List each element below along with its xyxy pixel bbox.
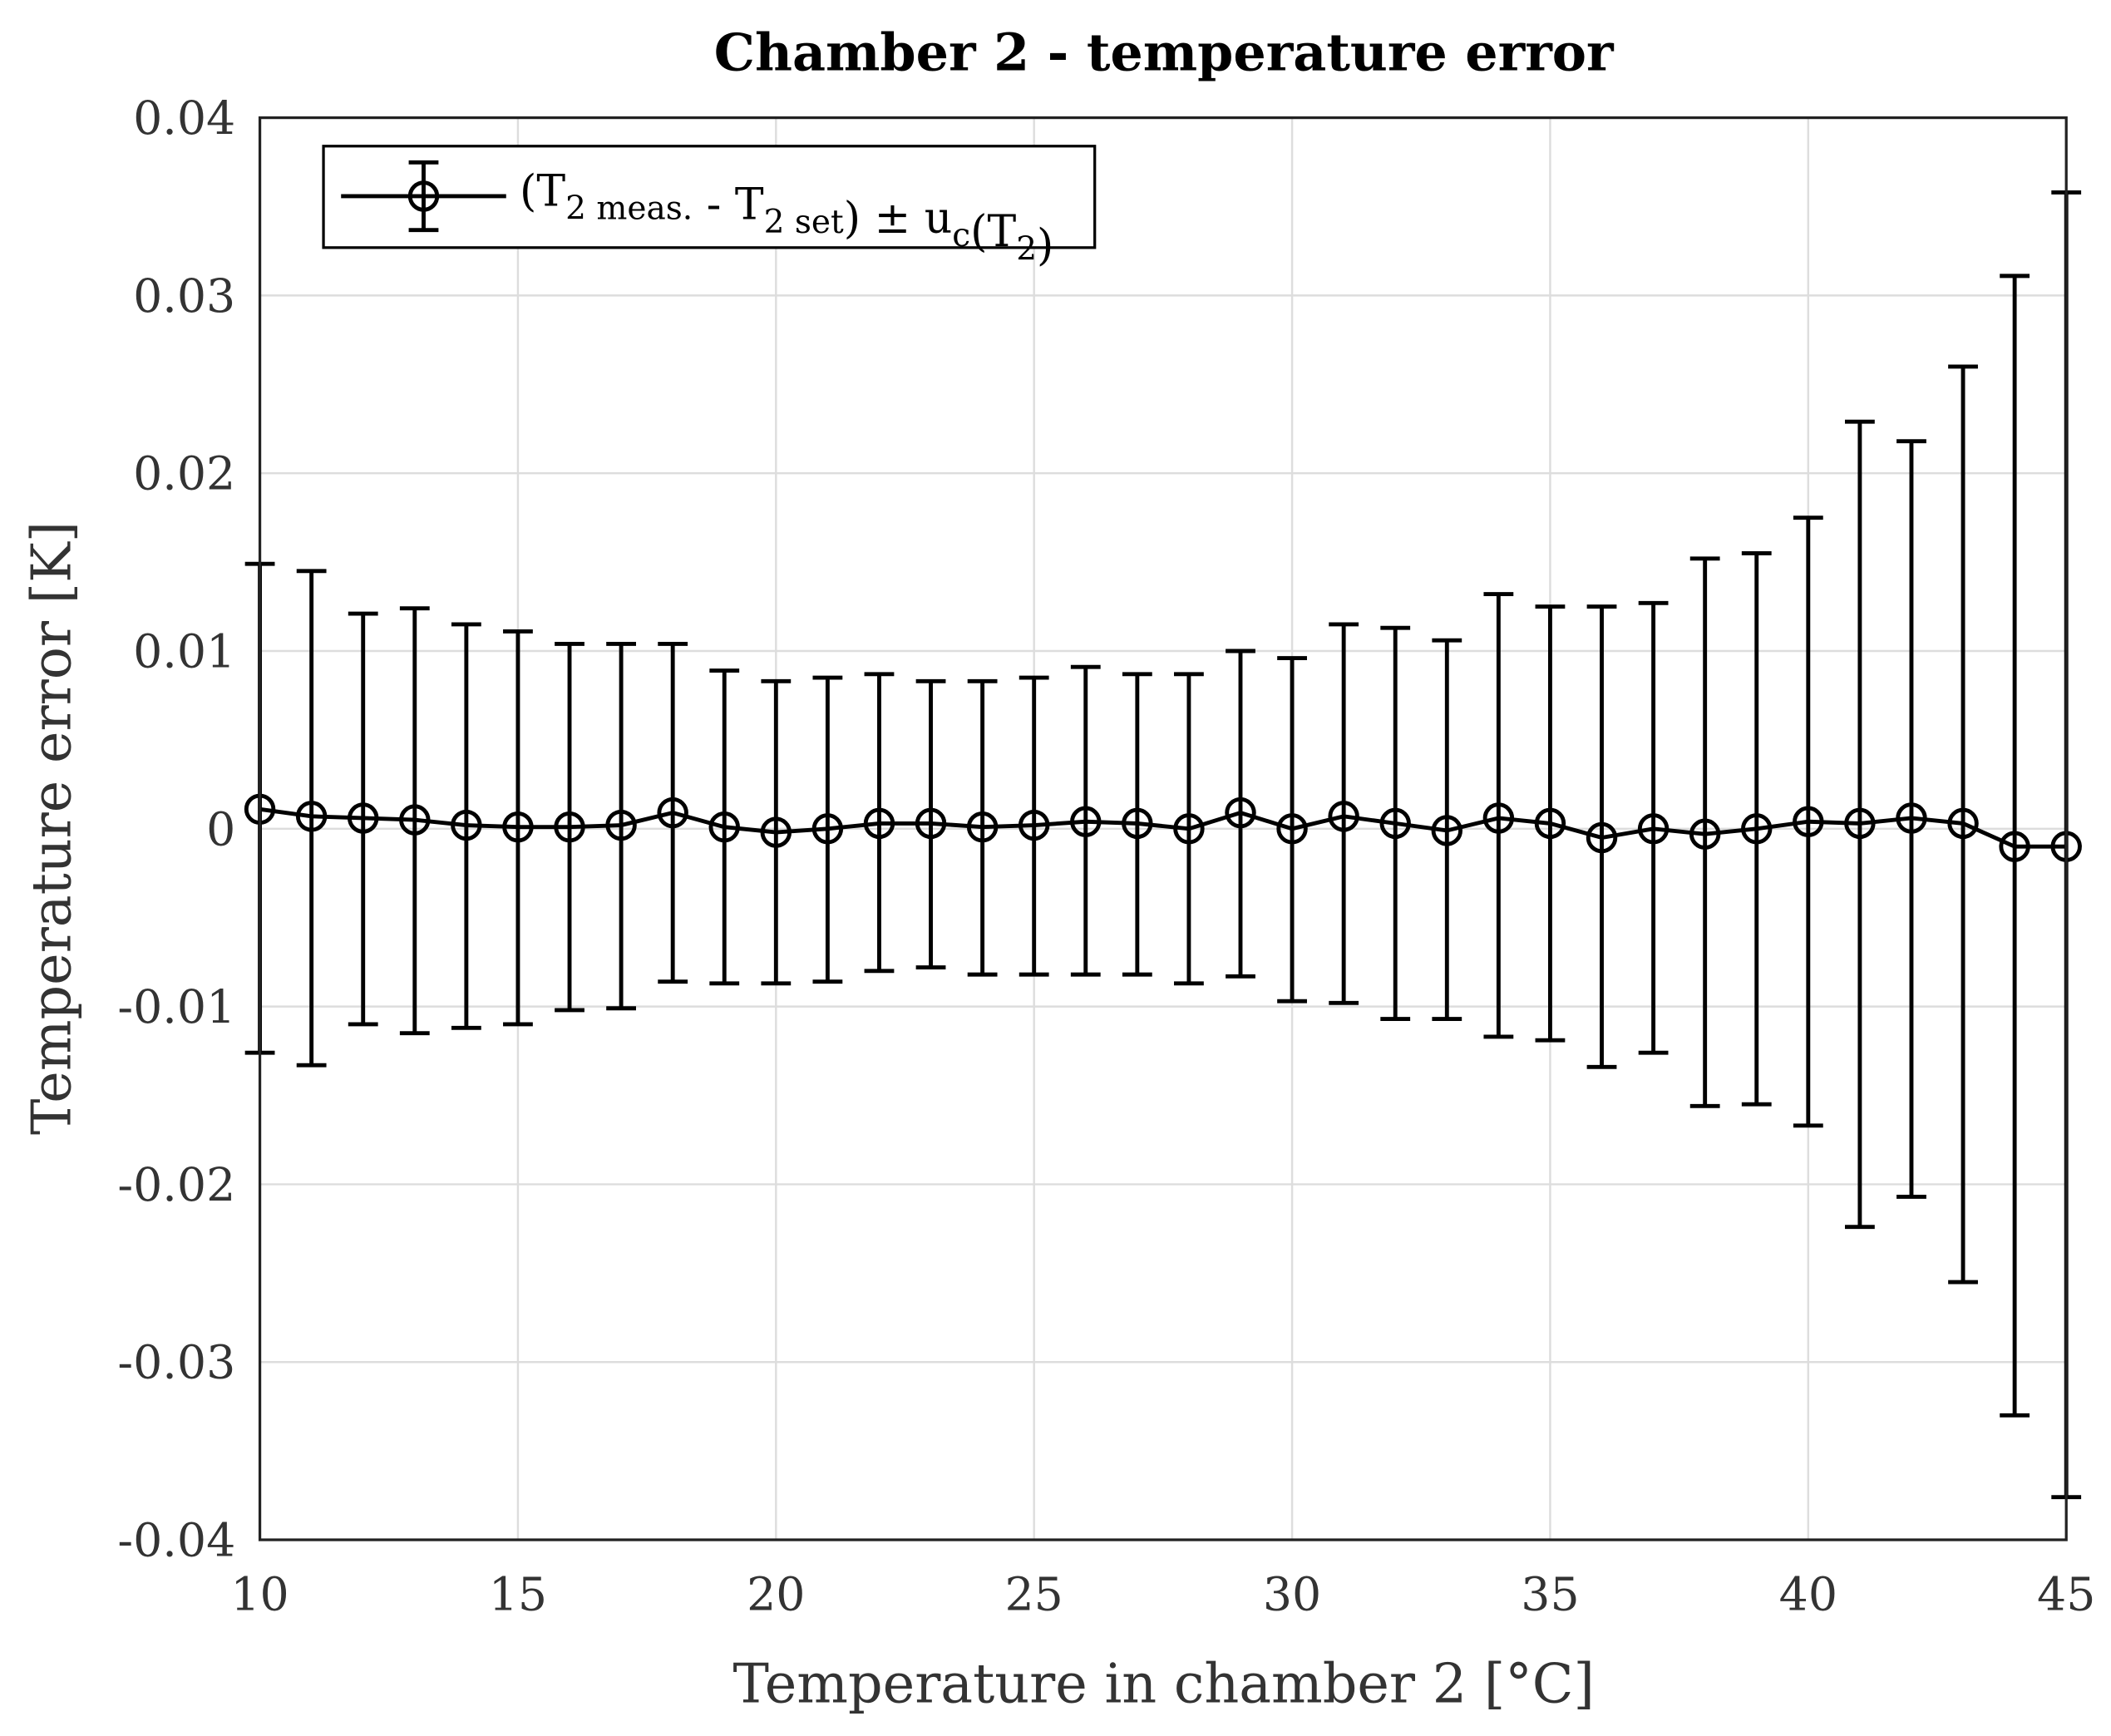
- legend-text: (T: [970, 207, 1016, 257]
- data-point: [811, 813, 844, 845]
- y-tick-label: -0.04: [117, 1515, 235, 1568]
- data-point: [1070, 806, 1102, 837]
- legend-text: - T: [693, 180, 764, 230]
- x-tick-label: 35: [1521, 1569, 1579, 1622]
- x-axis-label: Temperature in chamber 2 [°C]: [732, 1653, 1594, 1715]
- x-tick-label: 25: [1004, 1569, 1063, 1622]
- data-point: [605, 809, 637, 841]
- data-point: [1637, 813, 1670, 845]
- data-point: [502, 811, 534, 843]
- data-point: [451, 809, 482, 841]
- data-point: [1431, 815, 1463, 846]
- data-point: [657, 796, 688, 829]
- legend-text: ) ± u: [844, 194, 953, 244]
- y-tick-label: 0.01: [133, 626, 235, 679]
- data-point: [1999, 831, 2030, 862]
- y-tick-label: -0.03: [117, 1337, 235, 1390]
- data-point: [1379, 807, 1411, 840]
- data-point: [1741, 813, 1773, 845]
- data-point: [1173, 813, 1205, 845]
- x-tick-label: 20: [747, 1569, 805, 1622]
- legend-subscript: 2 set: [764, 204, 844, 241]
- y-tick-label: 0: [206, 803, 235, 856]
- data-point: [1018, 809, 1050, 841]
- legend-subscript: 2: [1016, 230, 1037, 268]
- data-point: [1947, 807, 1979, 840]
- legend-subscript: 2 meas.: [565, 190, 693, 228]
- x-tick-label: 30: [1263, 1569, 1321, 1622]
- data-point: [966, 811, 999, 843]
- y-tick-label: 0.03: [133, 270, 235, 323]
- y-tick-label: 0.02: [133, 448, 235, 501]
- x-tick-label: 15: [489, 1569, 547, 1622]
- legend-text: ): [1037, 220, 1053, 270]
- legend-text: (T: [520, 166, 565, 216]
- series-line: [259, 806, 2067, 849]
- legend-label: (T2 meas. - T2 set) ± uc(T2): [520, 166, 1053, 270]
- data-series: [244, 190, 2082, 1500]
- x-tick-label: 45: [2037, 1569, 2095, 1622]
- data-point: [1225, 796, 1256, 829]
- data-point: [1689, 818, 1721, 850]
- data-point: [915, 807, 947, 840]
- x-tick-label: 40: [1779, 1569, 1837, 1622]
- legend-marker: [407, 180, 440, 212]
- data-point: [1896, 802, 1927, 834]
- data-point: [1328, 801, 1359, 832]
- data-point: [348, 802, 379, 834]
- legend-subscript: c: [952, 217, 970, 254]
- y-tick-label: -0.02: [117, 1159, 235, 1212]
- x-tick-label: 10: [230, 1569, 289, 1622]
- tick-labels: 10 15 20 25 30 35 40 45 0.04 0.03 0.02 0.01 0 -0.01 -0…: [117, 92, 2095, 1622]
- data-point: [1844, 807, 1876, 840]
- data-point: [295, 801, 328, 832]
- data-point: [1122, 807, 1153, 840]
- data-point: [760, 816, 792, 848]
- data-point: [1276, 813, 1308, 845]
- chart-title: Chamber 2 - temperature error: [714, 22, 1615, 83]
- data-point: [1534, 807, 1566, 840]
- data-point: [1586, 821, 1618, 854]
- data-point: [554, 811, 585, 843]
- data-point: [399, 804, 431, 836]
- plot-frame: [258, 116, 2068, 1541]
- data-point: [1793, 806, 1824, 837]
- legend: (T2 meas. - T2 set) ± uc(T2): [322, 145, 1097, 270]
- y-tick-label: 0.04: [133, 92, 235, 145]
- y-axis-label: Temperature error [K]: [22, 521, 84, 1135]
- data-point: [1482, 802, 1515, 834]
- data-point: [708, 811, 740, 843]
- y-tick-label: -0.01: [117, 981, 235, 1034]
- data-point: [863, 807, 895, 840]
